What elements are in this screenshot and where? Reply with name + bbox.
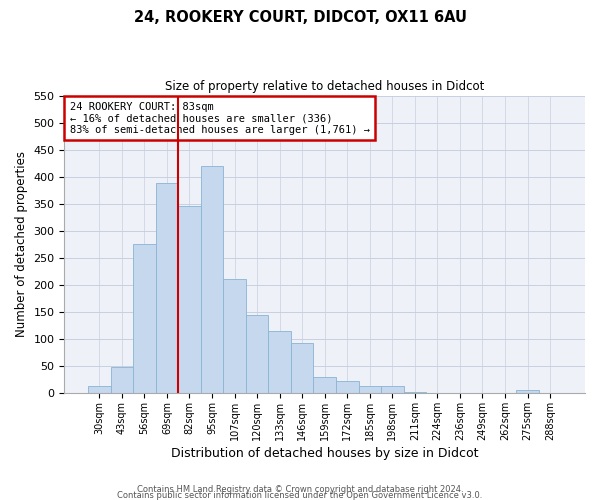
- Bar: [291, 343, 313, 393]
- Bar: [246, 314, 268, 393]
- Bar: [201, 166, 223, 393]
- Bar: [359, 386, 381, 393]
- Title: Size of property relative to detached houses in Didcot: Size of property relative to detached ho…: [165, 80, 484, 93]
- Text: 24 ROOKERY COURT: 83sqm
← 16% of detached houses are smaller (336)
83% of semi-d: 24 ROOKERY COURT: 83sqm ← 16% of detache…: [70, 102, 370, 134]
- Bar: [516, 390, 539, 393]
- Y-axis label: Number of detached properties: Number of detached properties: [15, 151, 28, 337]
- Text: Contains HM Land Registry data © Crown copyright and database right 2024.: Contains HM Land Registry data © Crown c…: [137, 484, 463, 494]
- Text: Contains public sector information licensed under the Open Government Licence v3: Contains public sector information licen…: [118, 490, 482, 500]
- Bar: [336, 381, 359, 393]
- Bar: [223, 280, 246, 393]
- Bar: [110, 367, 133, 393]
- X-axis label: Distribution of detached houses by size in Didcot: Distribution of detached houses by size …: [171, 447, 478, 460]
- Bar: [268, 330, 291, 393]
- Bar: [133, 244, 155, 393]
- Bar: [88, 386, 110, 393]
- Bar: [155, 183, 178, 393]
- Bar: [404, 392, 426, 393]
- Bar: [313, 376, 336, 393]
- Bar: [178, 206, 201, 393]
- Text: 24, ROOKERY COURT, DIDCOT, OX11 6AU: 24, ROOKERY COURT, DIDCOT, OX11 6AU: [133, 10, 467, 25]
- Bar: [381, 386, 404, 393]
